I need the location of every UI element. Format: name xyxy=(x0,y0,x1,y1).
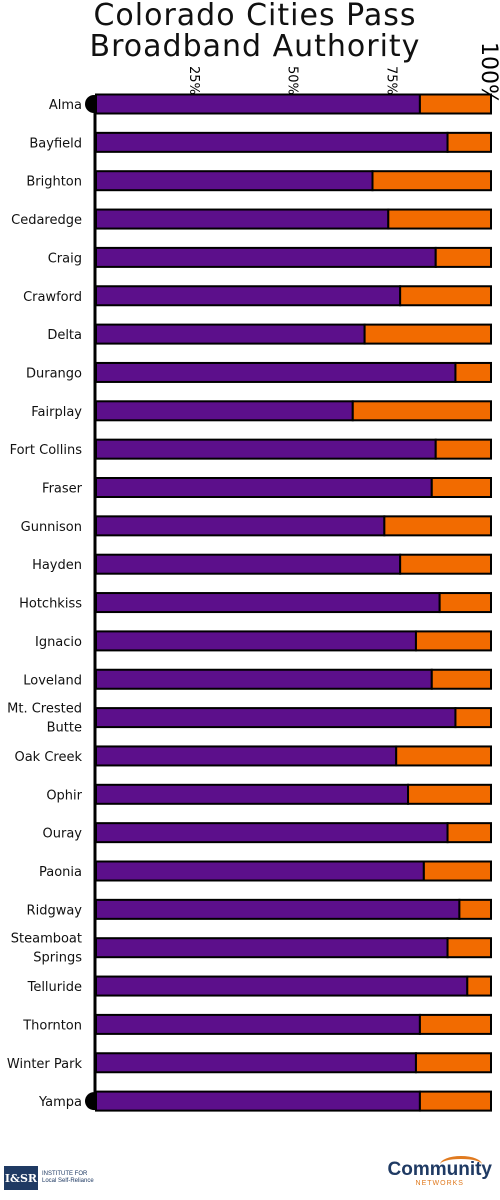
bar-segment-yes xyxy=(95,285,402,307)
category-label: Cedaredge xyxy=(11,213,82,228)
bar-segment-no xyxy=(399,553,492,575)
bar-segment-no xyxy=(446,937,492,959)
category-label: Paonia xyxy=(39,865,82,880)
bar-segment-yes xyxy=(95,361,457,383)
bar-segment-yes xyxy=(95,822,449,844)
ilsr-logo-text: INSTITUTE FOR Local Self-Reliance xyxy=(42,1171,94,1184)
x-tick-label: 50% xyxy=(285,66,300,95)
bar-segment-yes xyxy=(95,400,354,422)
chart-title-line-1: Colorado Cities Pass xyxy=(93,0,417,33)
category-label: Durango xyxy=(26,366,82,381)
x-tick-label: 25% xyxy=(186,66,201,95)
ilsr-logo: I&SR INSTITUTE FOR Local Self-Reliance xyxy=(4,1166,94,1190)
category-label: Fort Collins xyxy=(10,443,83,458)
category-label: Fairplay xyxy=(31,405,82,420)
bar-segment-no xyxy=(418,1013,492,1035)
bar-segment-no xyxy=(434,246,493,268)
bar-segment-yes xyxy=(95,1090,421,1112)
bar-segment-yes xyxy=(95,131,449,153)
bar-segment-yes xyxy=(95,898,461,920)
bar-segment-no xyxy=(430,477,492,498)
category-label: Delta xyxy=(47,328,82,343)
bar-segment-no xyxy=(422,860,493,882)
signal-arc-icon xyxy=(440,1156,482,1173)
bar-segment-no xyxy=(395,745,493,767)
bar-segment-no xyxy=(383,515,493,537)
category-label: Ouray xyxy=(43,827,83,842)
category-label: Gunnison xyxy=(21,520,82,535)
bar-segment-no xyxy=(407,783,492,805)
bar-segment-yes xyxy=(95,323,366,345)
bar-segment-no xyxy=(414,630,493,652)
bar-segment-no xyxy=(466,975,492,997)
category-label: Hotchkiss xyxy=(19,597,82,612)
community-networks-logo-sub: NETWORKS xyxy=(415,1180,464,1187)
bar-segment-no xyxy=(418,93,492,115)
bar-segment-yes xyxy=(95,93,421,115)
bar-segment-yes xyxy=(95,860,425,882)
bar-segment-yes xyxy=(95,707,457,729)
bar-segment-no xyxy=(414,1052,493,1074)
category-label: Loveland xyxy=(23,673,82,688)
bar-segment-yes xyxy=(95,1052,417,1074)
bar-segment-no xyxy=(454,361,493,383)
bar-segment-no xyxy=(351,400,492,422)
bar-segment-yes xyxy=(95,246,437,268)
bar-segment-yes xyxy=(95,1013,421,1035)
category-label: Crawford xyxy=(23,290,82,305)
x-tick-label: 75% xyxy=(383,66,398,95)
bar-segment-yes xyxy=(95,630,417,652)
category-label: Bayfield xyxy=(29,136,82,151)
stacked-bar-chart: 25% 50% 75% 100%AlmaBayfieldBrightonCedared… xyxy=(7,42,500,1112)
bar-segment-yes xyxy=(95,668,433,690)
category-label: Mt. Crested xyxy=(7,702,82,717)
bar-segment-yes xyxy=(95,515,386,537)
category-label: Hayden xyxy=(32,558,82,573)
chart-title: Colorado Cities Pass Broadband Authority xyxy=(60,0,450,62)
category-label: Craig xyxy=(48,251,82,266)
bar-segment-yes xyxy=(95,438,437,460)
category-label: Butte xyxy=(47,721,82,736)
category-label: Telluride xyxy=(27,980,82,995)
bar-segment-no xyxy=(399,285,492,307)
category-label: Brighton xyxy=(26,175,82,190)
category-label: Thornton xyxy=(22,1018,82,1033)
bar-segment-no xyxy=(430,668,492,690)
bar-segment-yes xyxy=(95,975,469,997)
bar-segment-no xyxy=(387,208,492,230)
category-label: Ignacio xyxy=(35,635,82,650)
category-label: Yampa xyxy=(38,1095,82,1110)
category-label: Fraser xyxy=(42,482,83,497)
bar-segment-no xyxy=(438,592,492,614)
bar-segment-no xyxy=(363,323,493,345)
bar-segment-no xyxy=(418,1090,492,1112)
bar-segment-no xyxy=(371,170,492,192)
category-label: Alma xyxy=(49,98,82,113)
bar-segment-no xyxy=(446,822,492,844)
bar-segment-yes xyxy=(95,783,410,805)
bar-segment-yes xyxy=(95,745,398,767)
ilsr-logo-mark: I&SR xyxy=(4,1166,38,1190)
category-label: Ridgway xyxy=(27,903,83,918)
bar-segment-yes xyxy=(95,208,390,230)
category-label: Steamboat xyxy=(11,932,82,947)
bar-segment-no xyxy=(446,131,492,153)
bar-segment-yes xyxy=(95,477,433,498)
category-label: Oak Creek xyxy=(14,750,82,765)
bar-segment-yes xyxy=(95,592,441,614)
category-label: Springs xyxy=(33,951,82,966)
category-label: Winter Park xyxy=(7,1057,83,1072)
community-networks-logo: Community NETWORKS xyxy=(388,1156,492,1188)
bar-segment-no xyxy=(458,898,492,920)
bar-segment-no xyxy=(454,707,493,729)
bar-segment-yes xyxy=(95,170,374,192)
chart-title-line-2: Broadband Authority xyxy=(89,29,421,64)
bar-segment-no xyxy=(434,438,493,460)
category-label: Ophir xyxy=(46,788,82,803)
bar-segment-yes xyxy=(95,553,402,575)
bar-segment-yes xyxy=(95,937,449,959)
